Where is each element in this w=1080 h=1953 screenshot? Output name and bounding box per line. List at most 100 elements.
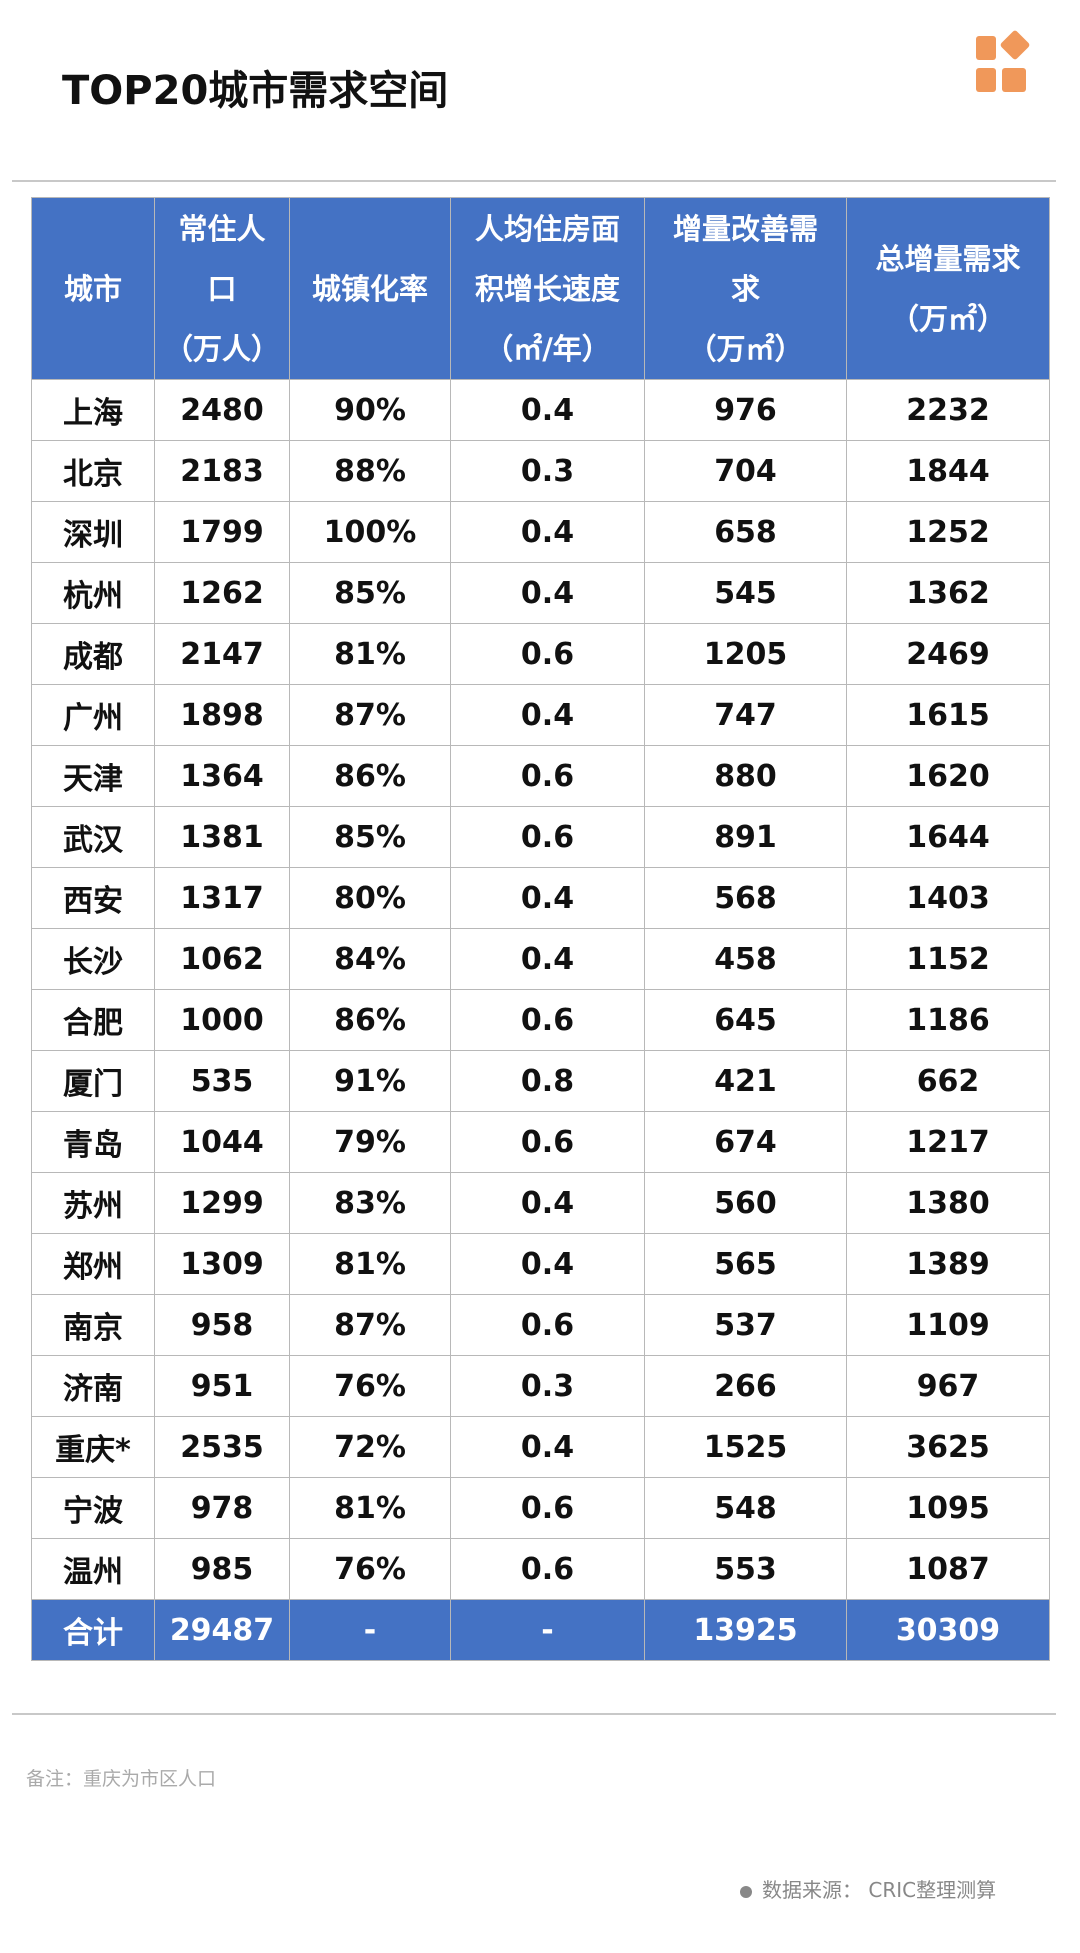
city-cell: 济南: [31, 1355, 155, 1417]
value-cell: 1799: [154, 501, 290, 563]
value-cell: 1317: [154, 867, 290, 929]
city-cell: 深圳: [31, 501, 155, 563]
table-row: 青岛 1044 79% 0.6 674 1217: [31, 1111, 1050, 1173]
column-header-line: 口: [207, 271, 237, 306]
value-cell: 1095: [846, 1477, 1050, 1539]
table-row: 深圳 1799 100% 0.4 658 1252: [31, 501, 1050, 563]
value-cell: 81%: [289, 1233, 451, 1295]
value-cell: 0.4: [450, 501, 645, 563]
value-cell: 83%: [289, 1172, 451, 1234]
value-cell: 0.3: [450, 440, 645, 502]
value-cell: 1109: [846, 1294, 1050, 1356]
city-cell: 郑州: [31, 1233, 155, 1295]
table-row: 合肥 1000 86% 0.6 645 1186: [31, 989, 1050, 1051]
city-cell: 合计: [31, 1599, 155, 1661]
city-cell: 北京: [31, 440, 155, 502]
value-cell: 976: [644, 379, 847, 441]
table-header-row: 城市 常住人口（万人） 城镇化率 人均住房面 积增长速度 （㎡/年） 增量改善需求（万㎡）总…: [31, 197, 1050, 380]
value-cell: 1205: [644, 623, 847, 685]
value-cell: 891: [644, 806, 847, 868]
table-row: 北京 2183 88% 0.3 704 1844: [31, 440, 1050, 502]
value-cell: 0.6: [450, 623, 645, 685]
value-cell: -: [450, 1599, 645, 1661]
footnote: 备注：重庆为市区人口: [26, 1768, 217, 1790]
table-row: 郑州 1309 81% 0.4 565 1389: [31, 1233, 1050, 1295]
value-cell: 560: [644, 1172, 847, 1234]
table-row: 长沙 1062 84% 0.4 458 1152: [31, 928, 1050, 990]
value-cell: 76%: [289, 1538, 451, 1600]
column-header-line: 求: [730, 271, 760, 306]
value-cell: 704: [644, 440, 847, 502]
value-cell: 3625: [846, 1416, 1050, 1478]
table-row: 天津 1364 86% 0.6 880 1620: [31, 745, 1050, 807]
value-cell: 1381: [154, 806, 290, 868]
value-cell: 81%: [289, 1477, 451, 1539]
table-row: 苏州 1299 83% 0.4 560 1380: [31, 1172, 1050, 1234]
value-cell: 0.6: [450, 989, 645, 1051]
top-divider: [12, 180, 1056, 182]
city-cell: 重庆*: [31, 1416, 155, 1478]
value-cell: 0.4: [450, 867, 645, 929]
value-cell: 0.4: [450, 1416, 645, 1478]
table-row: 西安 1317 80% 0.4 568 1403: [31, 867, 1050, 929]
table-row: 上海 2480 90% 0.4 976 2232: [31, 379, 1050, 441]
value-cell: 537: [644, 1294, 847, 1356]
value-cell: 0.4: [450, 684, 645, 746]
value-cell: 13925: [644, 1599, 847, 1661]
value-cell: 458: [644, 928, 847, 990]
value-cell: 0.4: [450, 562, 645, 624]
value-cell: 85%: [289, 562, 451, 624]
value-cell: 747: [644, 684, 847, 746]
value-cell: 1262: [154, 562, 290, 624]
value-cell: 0.6: [450, 1477, 645, 1539]
value-cell: 553: [644, 1538, 847, 1600]
value-cell: 72%: [289, 1416, 451, 1478]
value-cell: 0.8: [450, 1050, 645, 1112]
value-cell: 674: [644, 1111, 847, 1173]
column-header-line: 城市: [63, 271, 122, 306]
value-cell: 2232: [846, 379, 1050, 441]
city-cell: 上海: [31, 379, 155, 441]
value-cell: 1309: [154, 1233, 290, 1295]
page-title: TOP20城市需求空间: [62, 68, 449, 114]
value-cell: 1644: [846, 806, 1050, 868]
table-row: 宁波 978 81% 0.6 548 1095: [31, 1477, 1050, 1539]
value-cell: 1044: [154, 1111, 290, 1173]
value-cell: 1380: [846, 1172, 1050, 1234]
value-cell: 658: [644, 501, 847, 563]
value-cell: 645: [644, 989, 847, 1051]
value-cell: 535: [154, 1050, 290, 1112]
value-cell: 2480: [154, 379, 290, 441]
city-cell: 广州: [31, 684, 155, 746]
data-source: 数据来源： CRIC整理测算: [740, 1874, 996, 1903]
column-header-line: （万㎡）: [687, 331, 804, 366]
value-cell: 0.6: [450, 745, 645, 807]
value-cell: 1525: [644, 1416, 847, 1478]
city-cell: 温州: [31, 1538, 155, 1600]
value-cell: 1087: [846, 1538, 1050, 1600]
value-cell: 0.6: [450, 806, 645, 868]
value-cell: 87%: [289, 1294, 451, 1356]
column-header-line: （万㎡）: [889, 301, 1006, 336]
value-cell: 880: [644, 745, 847, 807]
value-cell: 91%: [289, 1050, 451, 1112]
table-row: 成都 2147 81% 0.6 1205 2469: [31, 623, 1050, 685]
value-cell: 84%: [289, 928, 451, 990]
value-cell: 90%: [289, 379, 451, 441]
value-cell: 85%: [289, 806, 451, 868]
column-header-line: 积增长速度: [474, 271, 620, 306]
value-cell: 1152: [846, 928, 1050, 990]
data-source-text: 数据来源： CRIC整理测算: [762, 1878, 997, 1902]
column-header-line: 人均住房面: [474, 211, 620, 246]
value-cell: 30309: [846, 1599, 1050, 1661]
value-cell: 1389: [846, 1233, 1050, 1295]
value-cell: 1062: [154, 928, 290, 990]
city-demand-table: 城市 常住人口（万人） 城镇化率 人均住房面 积增长速度 （㎡/年） 增量改善需求（万㎡）总…: [31, 197, 1050, 1661]
value-cell: 80%: [289, 867, 451, 929]
city-cell: 南京: [31, 1294, 155, 1356]
value-cell: 421: [644, 1050, 847, 1112]
value-cell: 662: [846, 1050, 1050, 1112]
value-cell: 29487: [154, 1599, 290, 1661]
value-cell: 266: [644, 1355, 847, 1417]
value-cell: 86%: [289, 745, 451, 807]
